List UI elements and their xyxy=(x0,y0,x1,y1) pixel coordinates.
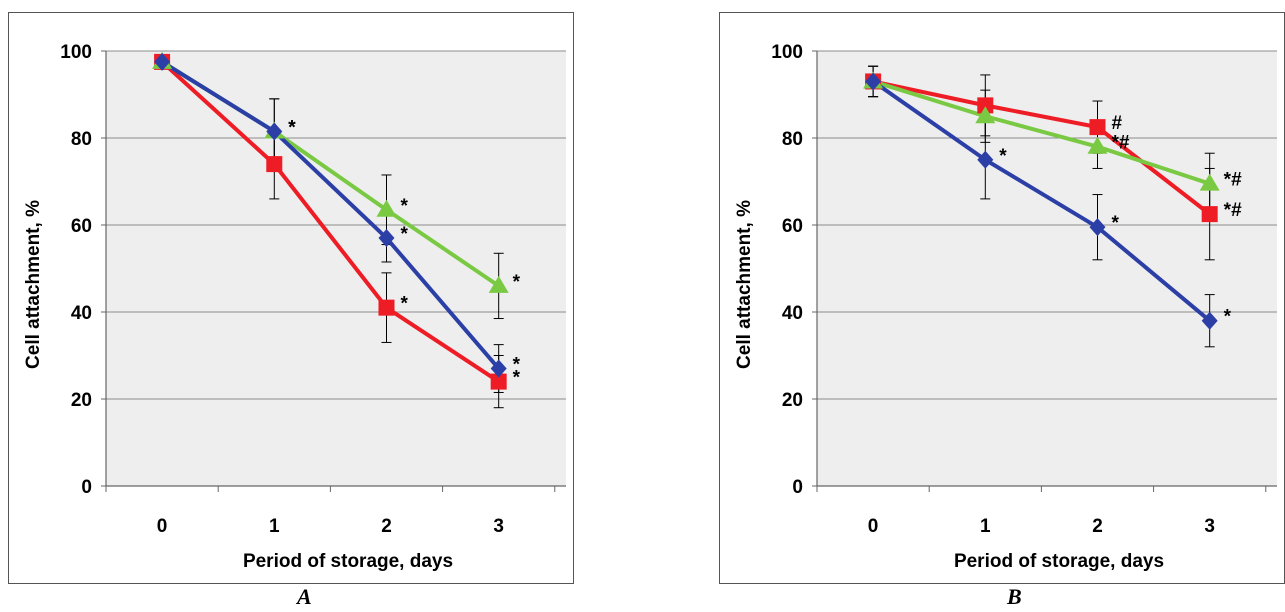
data-point-green xyxy=(488,275,509,293)
series-line-red xyxy=(872,79,1211,216)
y-tick-label: 80 xyxy=(782,129,803,150)
data-point-red xyxy=(1089,119,1106,136)
x-tick-label: 1 xyxy=(980,516,991,537)
y-tick-label: 0 xyxy=(81,477,92,498)
x-tick-label: 0 xyxy=(868,516,879,537)
x-tick-label: 2 xyxy=(381,516,392,537)
x-tick-label: 3 xyxy=(1204,516,1215,537)
data-point-blue xyxy=(154,52,171,71)
data-point-blue xyxy=(266,122,283,141)
data-point-blue xyxy=(1201,311,1218,330)
series-line-red xyxy=(160,60,500,384)
y-tick-label: 20 xyxy=(71,390,92,411)
data-point-red xyxy=(977,97,994,114)
x-tick-label: 1 xyxy=(269,516,280,537)
significance-mark-red: * xyxy=(513,368,521,389)
y-tick-label: 60 xyxy=(71,216,92,237)
data-point-red xyxy=(378,299,395,316)
plot-area xyxy=(817,51,1277,486)
y-tick-label: 20 xyxy=(782,390,803,411)
panel-caption-a: A xyxy=(297,584,312,609)
y-tick-label: 40 xyxy=(71,303,92,324)
chart-b-svg: 0 20 40 60 80 100 0 1 2 3 Period of storage, days C… xyxy=(719,12,1285,584)
plot-area xyxy=(106,51,566,486)
x-tick-label: 3 xyxy=(493,516,504,537)
y-tick-label: 40 xyxy=(782,303,803,324)
y-tick-label: 100 xyxy=(60,42,92,63)
x-tick-label: 0 xyxy=(157,516,168,537)
data-point-green xyxy=(975,106,996,124)
significance-mark-blue: * xyxy=(513,355,521,376)
y-tick-label: 60 xyxy=(782,216,803,237)
data-point-red xyxy=(1201,206,1218,223)
data-point-blue xyxy=(977,150,994,169)
series-line-blue xyxy=(161,60,501,370)
data-point-green xyxy=(1087,136,1108,154)
data-point-blue xyxy=(1089,218,1106,237)
significance-mark-red: * xyxy=(400,294,408,315)
significance-mark-red: *# xyxy=(1224,200,1242,221)
significance-mark-green: * xyxy=(288,117,296,138)
significance-mark-green: * xyxy=(400,196,408,217)
significance-mark-blue: * xyxy=(400,224,408,245)
chart-a-svg: 0 20 40 60 80 100 0 1 2 3 Period of storage, days C… xyxy=(8,12,574,584)
data-point-blue xyxy=(378,229,395,248)
data-point-green xyxy=(1199,173,1220,191)
y-tick-label: 100 xyxy=(771,42,803,63)
significance-mark-green: * xyxy=(513,272,521,293)
panel-caption-b: B xyxy=(1007,584,1022,609)
x-tick-label: 2 xyxy=(1092,516,1103,537)
y-axis-label: Cell attachment, % xyxy=(23,200,44,369)
significance-mark-green: *# xyxy=(1111,133,1129,154)
chart-panel-a: 0 20 40 60 80 100 0 1 2 3 Period of storage, days C… xyxy=(8,12,574,589)
significance-mark-blue: * xyxy=(1111,213,1119,234)
data-point-green xyxy=(376,199,397,217)
x-axis-label: Period of storage, days xyxy=(243,551,453,572)
data-point-red xyxy=(490,373,507,390)
significance-mark-blue: * xyxy=(1224,307,1232,328)
y-tick-label: 80 xyxy=(71,129,92,150)
significance-mark-green: *# xyxy=(1224,170,1242,191)
significance-mark-blue: * xyxy=(999,146,1007,167)
data-point-blue xyxy=(490,359,507,378)
y-axis-label: Cell attachment, % xyxy=(734,200,755,369)
x-axis-label: Period of storage, days xyxy=(954,551,1164,572)
chart-panel-b: 0 20 40 60 80 100 0 1 2 3 Period of storage, days C… xyxy=(719,12,1285,589)
series-line-green xyxy=(872,79,1211,186)
significance-mark-red: # xyxy=(1111,113,1122,134)
significance-mark-blue: * xyxy=(288,117,296,138)
data-point-blue xyxy=(865,72,882,91)
data-point-red xyxy=(266,156,283,173)
series-line-blue xyxy=(871,79,1211,323)
y-tick-label: 0 xyxy=(792,477,803,498)
